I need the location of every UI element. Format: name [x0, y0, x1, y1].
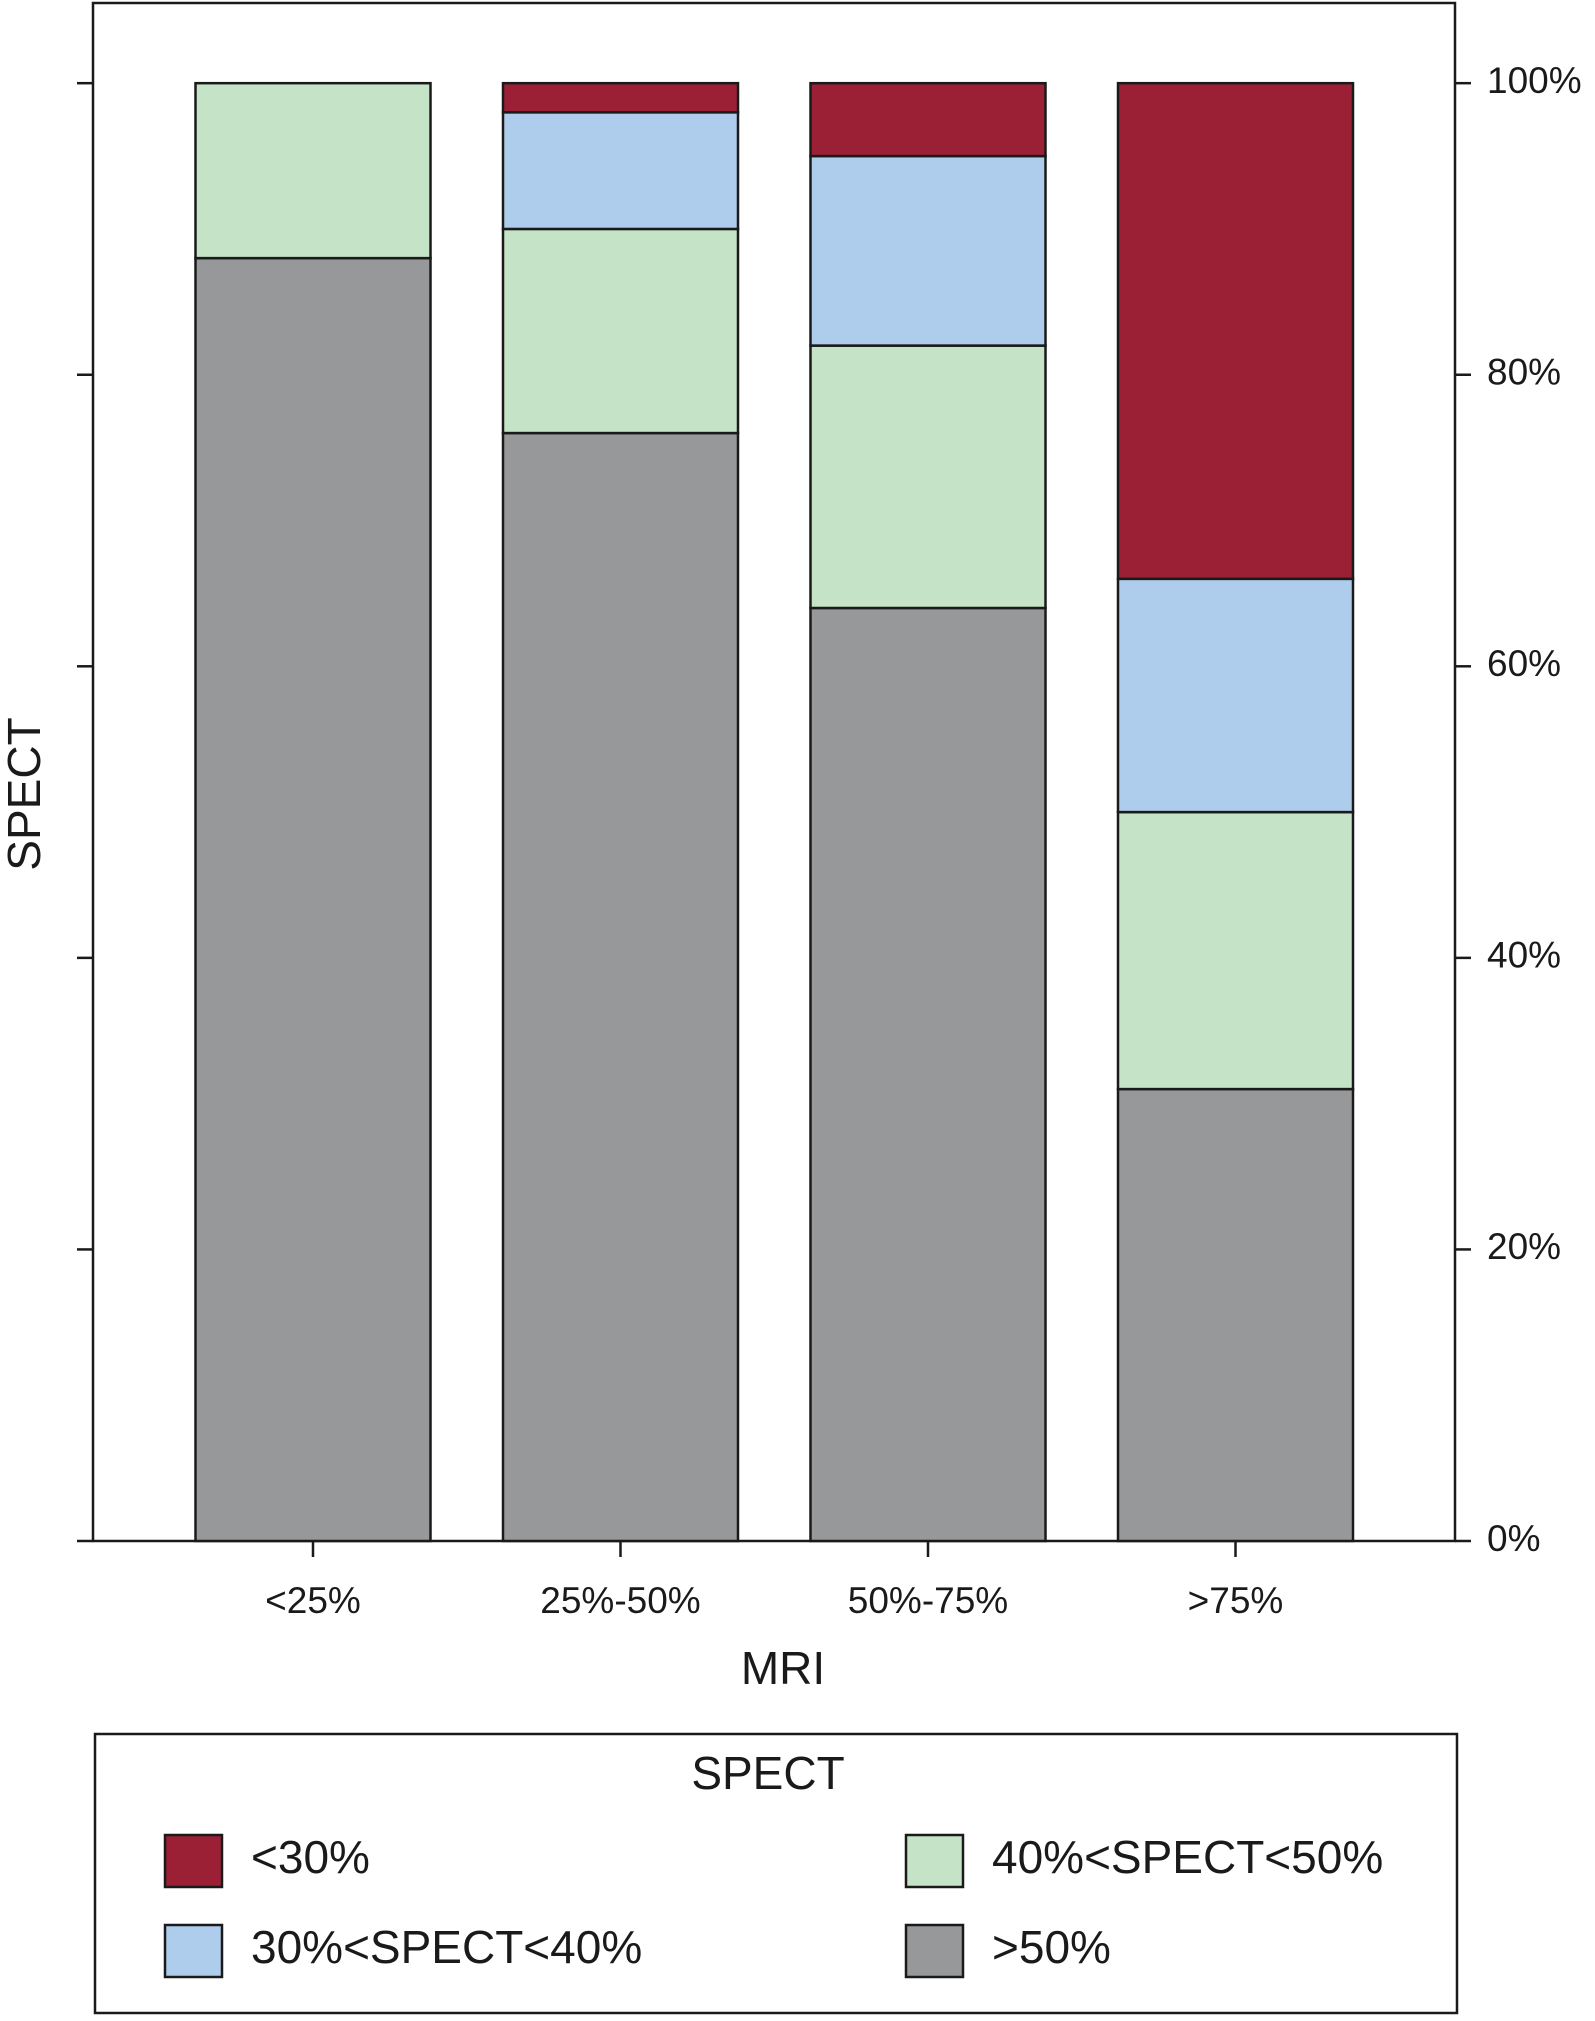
x-tick-label: >75%: [1188, 1580, 1284, 1621]
legend-label: >50%: [992, 1921, 1111, 1973]
legend-box: [93, 1732, 1459, 2015]
bar-segment: [809, 81, 1047, 158]
bar-segment: [501, 431, 740, 1543]
plot-frame: [91, 1, 1457, 1543]
bar-segment: [501, 111, 740, 231]
legend-label: 40%<SPECT<50%: [992, 1831, 1383, 1883]
y-tick-label: 0%: [1487, 1518, 1540, 1559]
legend-swatch: [904, 1923, 965, 1979]
y-tick-label: 60%: [1487, 643, 1561, 684]
bar-segment: [194, 256, 432, 1543]
y-axis-label: SPECT: [0, 717, 50, 870]
bar-segment: [809, 154, 1047, 347]
bar-segment: [1116, 81, 1355, 581]
bar-segment: [194, 81, 432, 260]
bar-segment: [501, 227, 740, 435]
bar-segment: [1116, 1087, 1355, 1543]
bar-segment: [501, 81, 740, 114]
legend-label: 30%<SPECT<40%: [251, 1921, 642, 1973]
x-tick-label: <25%: [265, 1580, 361, 1621]
legend-swatch: [163, 1833, 224, 1889]
bar-segment: [809, 344, 1047, 610]
bar-segment: [1116, 577, 1355, 814]
bar-segment: [809, 606, 1047, 1543]
x-tick-label: 25%-50%: [540, 1580, 700, 1621]
x-axis-label: MRI: [741, 1642, 825, 1694]
legend-label: <30%: [251, 1831, 370, 1883]
y-tick-label: 100%: [1487, 60, 1582, 101]
x-tick-label: 50%-75%: [848, 1580, 1008, 1621]
legend-swatch: [904, 1833, 965, 1889]
legend-swatch: [163, 1923, 224, 1979]
bar-segment: [1116, 810, 1355, 1091]
y-tick-label: 40%: [1487, 935, 1561, 976]
legend-title: SPECT: [691, 1747, 844, 1799]
y-tick-label: 80%: [1487, 352, 1561, 393]
y-tick-label: 20%: [1487, 1226, 1561, 1267]
